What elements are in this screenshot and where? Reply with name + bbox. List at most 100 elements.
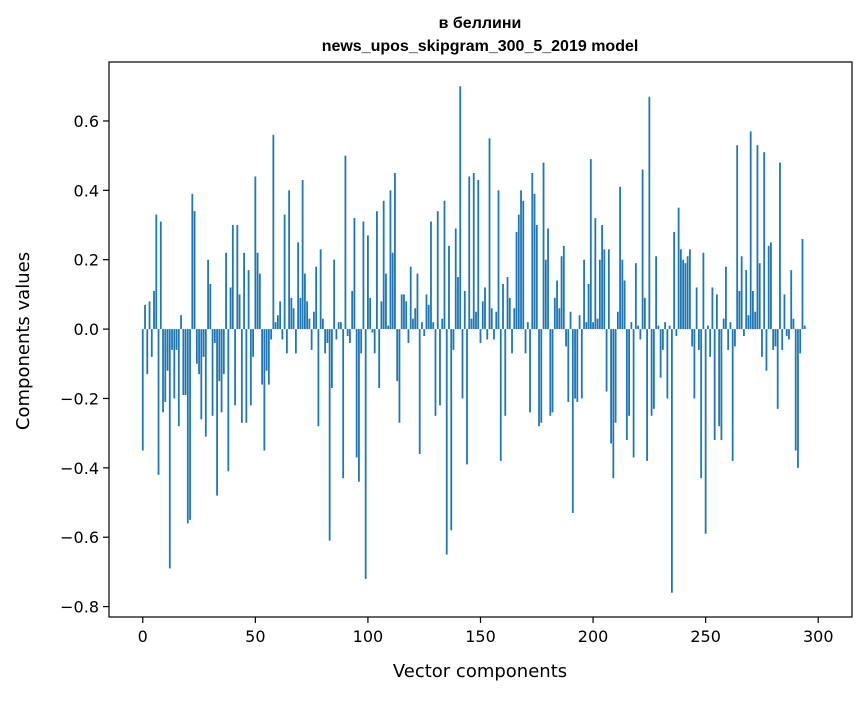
- bar-component-29: [207, 259, 209, 330]
- bar-component-63: [283, 214, 286, 330]
- bar-component-264: [736, 145, 739, 330]
- bar-component-157: [495, 311, 498, 330]
- bar-component-69: [297, 242, 300, 330]
- y-tick-label: −0.8: [60, 598, 99, 617]
- bar-component-72: [303, 273, 306, 330]
- bar-component-113: [396, 329, 399, 382]
- bar-component-7: [157, 329, 160, 475]
- bar-component-272: [754, 311, 757, 330]
- bar-component-206: [605, 329, 608, 392]
- bar-component-222: [641, 169, 644, 330]
- bar-component-143: [463, 290, 466, 330]
- bar-component-115: [400, 294, 403, 330]
- bar-component-232: [664, 322, 667, 330]
- bar-component-4: [150, 329, 153, 357]
- bar-component-122: [416, 273, 419, 330]
- bar-component-51: [256, 252, 259, 330]
- bar-component-186: [560, 256, 563, 330]
- bar-component-70: [299, 297, 302, 330]
- bar-component-141: [459, 86, 462, 330]
- bar-component-184: [556, 280, 558, 330]
- bar-component-286: [785, 329, 788, 337]
- bar-component-74: [308, 318, 311, 330]
- bar-component-138: [452, 329, 455, 350]
- bar-component-97: [360, 329, 363, 354]
- chart-subtitle: news_upos_skipgram_300_5_2019 model: [322, 38, 639, 55]
- bar-component-45: [243, 252, 245, 330]
- bar-component-109: [387, 325, 390, 330]
- y-tick-label: 0.6: [74, 112, 99, 131]
- bar-component-137: [450, 329, 453, 531]
- y-axis-label: Components values: [13, 252, 34, 430]
- x-tick-label: 50: [245, 627, 265, 646]
- bar-component-201: [594, 218, 597, 330]
- bar-component-171: [526, 322, 529, 330]
- bar-component-14: [173, 329, 176, 399]
- bar-component-217: [630, 322, 633, 330]
- bar-component-21: [189, 329, 191, 520]
- bar-component-103: [373, 329, 376, 354]
- bar-component-255: [716, 294, 718, 330]
- bar-component-61: [279, 301, 282, 330]
- bar-component-33: [216, 329, 218, 496]
- bar-component-15: [175, 329, 178, 350]
- bar-component-58: [272, 134, 275, 330]
- bar-component-110: [389, 190, 392, 330]
- bar-component-102: [371, 329, 374, 333]
- bar-component-78: [317, 329, 320, 427]
- bar-component-260: [727, 329, 730, 350]
- bar-component-50: [254, 176, 257, 330]
- bar-component-16: [177, 329, 180, 427]
- bar-component-111: [391, 252, 394, 330]
- bar-component-161: [504, 329, 507, 416]
- bar-component-95: [355, 329, 358, 458]
- bar-component-37: [225, 252, 227, 330]
- bar-component-67: [292, 308, 295, 330]
- y-axis-ticks: −0.8 −0.6 −0.4 −0.2 0.0 0.2 0.4 0.6: [60, 112, 109, 617]
- bar-component-100: [367, 235, 369, 330]
- bar-component-166: [515, 231, 518, 330]
- bar-component-165: [513, 308, 516, 330]
- bar-component-89: [342, 329, 345, 479]
- bar-component-231: [661, 329, 664, 350]
- bar-component-266: [740, 256, 743, 330]
- bar-component-40: [231, 225, 234, 330]
- bar-component-249: [702, 252, 705, 330]
- bar-component-269: [747, 315, 750, 330]
- bar-component-131: [436, 211, 439, 330]
- bar-component-238: [677, 207, 680, 330]
- bar-component-149: [477, 179, 480, 330]
- bar-component-27: [202, 329, 205, 357]
- bar-component-10: [164, 329, 167, 402]
- bar-component-94: [353, 218, 356, 330]
- bar-component-204: [601, 225, 603, 330]
- bar-component-207: [607, 249, 610, 330]
- bar-component-43: [238, 294, 241, 330]
- y-tick-label: 0.0: [74, 320, 99, 339]
- bar-component-210: [614, 329, 617, 423]
- bar-component-17: [180, 315, 182, 330]
- bar-component-175: [535, 225, 538, 330]
- bar-component-170: [524, 329, 527, 354]
- bar-component-123: [418, 329, 421, 454]
- bar-component-251: [707, 325, 709, 330]
- bar-component-93: [351, 290, 354, 330]
- x-tick-label: 150: [465, 627, 496, 646]
- bar-component-169: [522, 200, 525, 330]
- bar-component-73: [306, 301, 309, 330]
- bar-component-52: [258, 273, 261, 330]
- bar-component-99: [364, 329, 367, 579]
- bar-component-90: [344, 155, 347, 330]
- bar-component-291: [797, 329, 799, 468]
- bar-component-163: [508, 297, 511, 330]
- bar-component-235: [670, 329, 673, 593]
- bar-component-258: [722, 318, 725, 330]
- bar-component-53: [261, 329, 263, 385]
- bar-component-208: [610, 329, 612, 444]
- bar-component-148: [475, 311, 477, 330]
- bar-component-227: [652, 329, 655, 409]
- bar-component-56: [267, 329, 270, 385]
- bar-component-130: [434, 329, 437, 416]
- bar-component-68: [294, 329, 297, 354]
- bar-component-151: [481, 301, 484, 330]
